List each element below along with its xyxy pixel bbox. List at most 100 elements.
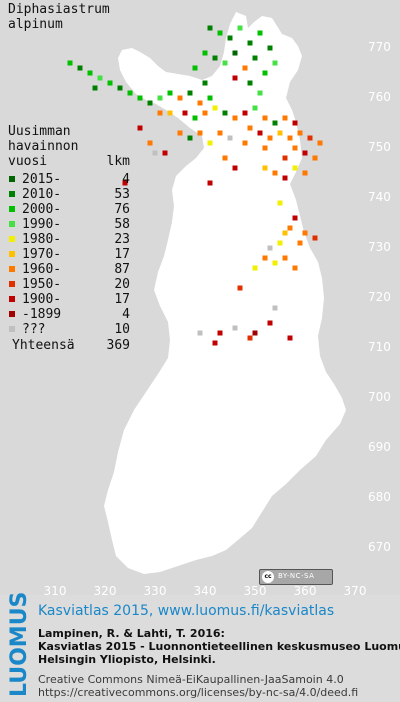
legend-period: 1950- [22, 277, 62, 292]
map-canvas [67, 12, 346, 574]
legend-count-header: lkm [106, 154, 130, 169]
observation-square [117, 85, 123, 91]
observation-square [292, 145, 298, 151]
legend-row: 2015- 4 [8, 172, 130, 187]
observation-square [267, 45, 273, 51]
legend-row: 1950- 20 [8, 277, 130, 292]
observation-square [107, 80, 113, 86]
observation-square [232, 325, 238, 331]
observation-square [282, 175, 288, 181]
legend-heading-line-2: havainnon [8, 139, 79, 154]
legend: 2015- 4 2010- 53 2000- 76 1990- 58 1980- 23 1970- 1… [8, 172, 130, 337]
observation-square [282, 230, 288, 236]
observation-square [267, 135, 273, 141]
observation-square [252, 265, 258, 271]
observation-square [262, 70, 268, 76]
legend-swatch [9, 206, 15, 212]
legend-count: 76 [114, 202, 130, 217]
legend-period: 1970- [22, 247, 62, 262]
legend-count: 10 [114, 322, 130, 337]
legend-period: 1980- [22, 232, 62, 247]
observation-square [192, 65, 198, 71]
observation-square [262, 115, 268, 121]
citation: Lampinen, R. & Lahti, T. 2016: Kasviatla… [38, 627, 400, 666]
x-tick-label: 310 [43, 584, 67, 598]
observation-square [147, 100, 153, 106]
legend-period: 2000- [22, 202, 62, 217]
observation-square [197, 330, 203, 336]
observation-square [242, 65, 248, 71]
observation-square [177, 95, 183, 101]
observation-square [222, 60, 228, 66]
cc-license-badge[interactable]: cc BY-NC-SA [259, 569, 333, 585]
observation-square [277, 130, 283, 136]
legend-row: 1970- 17 [8, 247, 130, 262]
observation-square [67, 60, 73, 66]
y-tick-label: 720 [368, 290, 391, 304]
observation-square [277, 200, 283, 206]
observation-square [282, 115, 288, 121]
x-tick-label: 320 [93, 584, 117, 598]
legend-period: ??? [22, 322, 46, 337]
citation-line-2: Kasviatlas 2015 - Luonnontieteellinen ke… [38, 640, 400, 653]
observation-square [177, 130, 183, 136]
observation-square [257, 90, 263, 96]
observation-square [222, 110, 228, 116]
observation-square [227, 135, 233, 141]
legend-count: 53 [114, 187, 130, 202]
observation-square [182, 110, 188, 116]
observation-square [292, 265, 298, 271]
legend-count: 17 [114, 292, 130, 307]
observation-square [237, 25, 243, 31]
cc-terms: BY-NC-SA [278, 572, 315, 580]
observation-square [122, 180, 128, 186]
legend-swatch [9, 251, 15, 257]
observation-square [232, 115, 238, 121]
legend-year-header: vuosi [8, 154, 48, 169]
distribution-map: Diphasiastrum alpinum Uusimman havainnon … [8, 2, 391, 598]
observation-square [92, 85, 98, 91]
observation-square [217, 130, 223, 136]
observation-square [307, 135, 313, 141]
legend-row: 2000- 76 [8, 202, 130, 217]
y-tick-label: 750 [368, 140, 391, 154]
observation-square [252, 55, 258, 61]
citation-line-3: Helsingin Yliopisto, Helsinki. [38, 653, 216, 666]
observation-square [297, 130, 303, 136]
observation-square [292, 215, 298, 221]
observation-square [312, 155, 318, 161]
observation-square [127, 90, 133, 96]
observation-square [207, 95, 213, 101]
cc-icon: cc [262, 571, 274, 583]
observation-square [232, 50, 238, 56]
observation-square [247, 335, 253, 341]
observation-square [147, 140, 153, 146]
legend-count: 20 [114, 277, 130, 292]
legend-count: 58 [114, 217, 130, 232]
legend-count: 87 [114, 262, 130, 277]
observation-square [97, 75, 103, 81]
observation-square [242, 140, 248, 146]
observation-square [252, 330, 258, 336]
total-label: Yhteensä [12, 338, 75, 353]
observation-square [317, 140, 323, 146]
legend-swatch [9, 311, 15, 317]
legend-row: 1990- 58 [8, 217, 130, 232]
observation-square [207, 180, 213, 186]
license-url[interactable]: https://creativecommons.org/licenses/by-… [38, 686, 359, 699]
observation-square [162, 150, 168, 156]
observation-square [247, 125, 253, 131]
observation-square [202, 80, 208, 86]
legend-swatch [9, 296, 15, 302]
observation-square [87, 70, 93, 76]
observation-square [272, 305, 278, 311]
y-tick-label: 730 [368, 240, 391, 254]
y-tick-label: 770 [368, 40, 391, 54]
observation-square [187, 90, 193, 96]
observation-square [157, 110, 163, 116]
legend-row: 2010- 53 [8, 187, 130, 202]
observation-square [217, 30, 223, 36]
observation-square [302, 150, 308, 156]
observation-square [167, 110, 173, 116]
atlas-link[interactable]: Kasviatlas 2015, www.luomus.fi/kasviatla… [38, 603, 335, 619]
